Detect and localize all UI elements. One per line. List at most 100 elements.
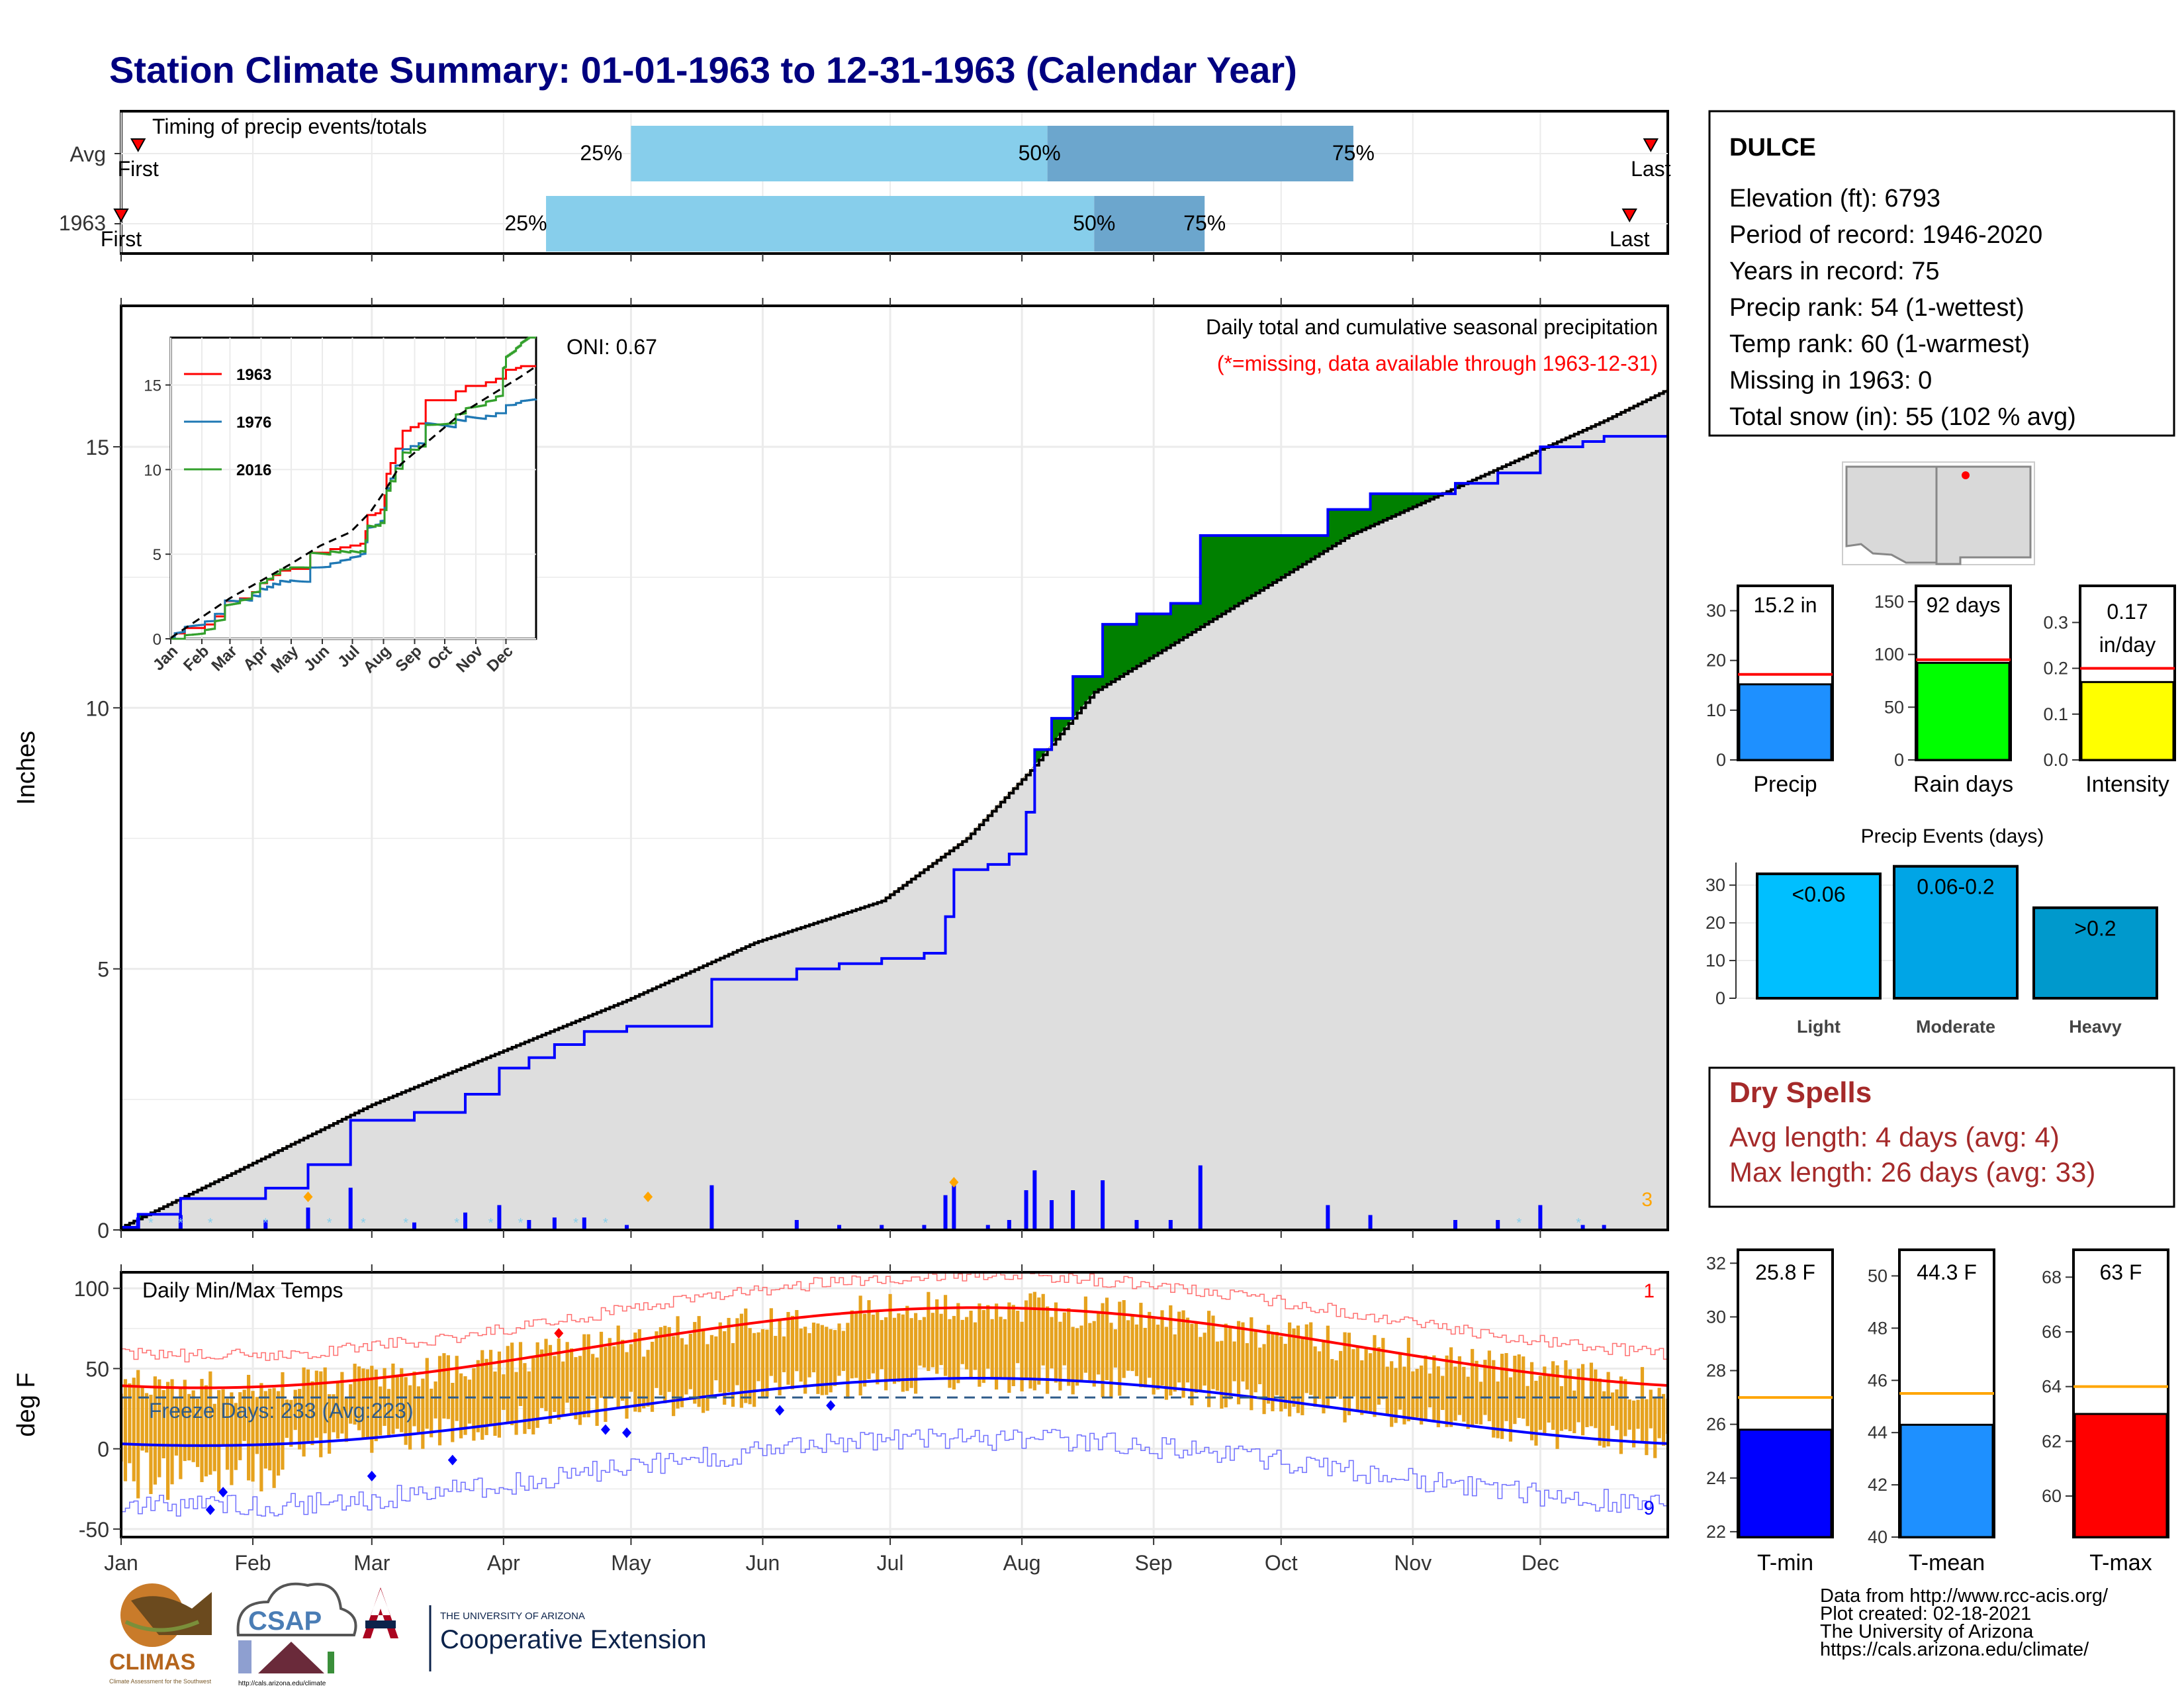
daily-temp-bar	[862, 1313, 867, 1387]
daily-temp-bar	[884, 1317, 888, 1391]
daily-temp-bar	[1538, 1376, 1542, 1430]
tsum-y-tick-label: 30	[1706, 1307, 1726, 1327]
above-avg-segment	[1174, 603, 1180, 643]
daily-temp-bar	[349, 1384, 353, 1424]
above-avg-segment	[1336, 509, 1342, 544]
events-y-tick-label: 10	[1706, 951, 1725, 970]
daily-temp-bar	[1113, 1329, 1117, 1368]
events-y-tick-label: 30	[1706, 875, 1725, 895]
station-location-marker	[1962, 471, 1970, 479]
month-label: Nov	[1394, 1551, 1432, 1575]
daily-temp-bar	[314, 1370, 318, 1438]
daily-temp-bar	[1228, 1326, 1232, 1399]
daily-temp-bar	[901, 1314, 905, 1392]
summary-y-tick-label: 50	[1884, 697, 1904, 717]
tsum-y-tick-label: 64	[2042, 1377, 2062, 1397]
csap-wordmark: CSAP	[248, 1607, 322, 1636]
daily-temp-bar	[488, 1350, 493, 1427]
daily-temp-bar	[1415, 1368, 1419, 1418]
above-avg-segment	[1208, 535, 1214, 623]
daily-temp-bar	[430, 1388, 433, 1438]
snow-marker: *	[1516, 1216, 1522, 1231]
last-event-label: Last	[1610, 227, 1650, 251]
ua-line-2: Cooperative Extension	[440, 1625, 706, 1654]
daily-temp-bar	[667, 1327, 671, 1392]
daily-temp-bar	[1037, 1297, 1041, 1385]
daily-temp-bar	[1432, 1355, 1436, 1422]
daily-temp-bar	[1139, 1303, 1143, 1387]
daily-temp-bar	[1067, 1308, 1071, 1386]
precip-panel: * * * * * * * * * * * * * * 0 5 10 15 Inches Daily total…	[13, 298, 1669, 1243]
daily-temp-bar	[183, 1380, 187, 1462]
daily-precip-bar	[348, 1188, 353, 1230]
first-event-label: First	[101, 227, 142, 251]
timing-q75-label: 75%	[1183, 211, 1226, 235]
temp-y-axis: -50 0 50 100	[74, 1277, 121, 1542]
summary-y-tick-label: 0	[1716, 750, 1726, 770]
daily-temp-bar	[476, 1360, 480, 1432]
daily-temp-bar	[451, 1383, 455, 1442]
daily-temp-bar	[1453, 1366, 1457, 1421]
daily-temp-bar	[565, 1342, 569, 1403]
daily-temp-bar	[943, 1295, 948, 1376]
freeze-days-text: Freeze Days: 233 (Avg:223)	[149, 1399, 414, 1423]
daily-temp-bar	[1126, 1320, 1130, 1371]
daily-temp-bar	[1134, 1324, 1139, 1376]
snow-marker: *	[361, 1216, 366, 1231]
timing-bar-25-50	[546, 196, 1095, 252]
daily-temp-bar	[1589, 1362, 1594, 1427]
daily-precip-bar	[1071, 1190, 1075, 1230]
daily-temp-bar	[650, 1341, 655, 1412]
daily-temp-bar	[276, 1391, 281, 1476]
temp-y-tick-label: -50	[79, 1518, 109, 1542]
daily-temp-bar	[1657, 1387, 1661, 1438]
daily-temp-bar	[1190, 1323, 1194, 1406]
daily-temp-bar	[1360, 1360, 1364, 1415]
daily-precip-bar	[1496, 1220, 1500, 1230]
daily-temp-bar	[1003, 1319, 1007, 1379]
daily-temp-bar	[1351, 1349, 1355, 1397]
daily-temp-bar	[161, 1389, 165, 1458]
summary-y-tick-label: 150	[1874, 592, 1904, 612]
daily-temp-bar	[765, 1329, 769, 1398]
above-avg-segment	[1267, 535, 1273, 586]
daily-temp-bar	[637, 1329, 641, 1413]
above-avg-segment	[1246, 535, 1252, 599]
summary-y-tick-label: 0	[1894, 750, 1904, 770]
daily-temp-bar	[1580, 1364, 1585, 1436]
dry-spells-title: Dry Spells	[1729, 1076, 1872, 1109]
last-event-marker	[1621, 209, 1637, 223]
timing-bars: 25% 50% 75% First Last 25% 50% 75% First Last	[101, 126, 1671, 252]
daily-temp-bar	[230, 1392, 234, 1485]
temp-count-max: 1	[1643, 1280, 1655, 1302]
daily-temp-bar	[518, 1342, 523, 1407]
daily-temp-bar	[1262, 1344, 1266, 1415]
daily-temp-bar	[1661, 1393, 1666, 1446]
daily-precip-bar	[178, 1215, 183, 1230]
daily-precip-bar	[985, 1225, 990, 1230]
daily-precip-bar	[582, 1217, 586, 1230]
above-avg-segment	[1153, 613, 1159, 657]
snow-marker: *	[603, 1216, 608, 1231]
daily-temp-bar	[782, 1336, 786, 1372]
daily-temp-bar	[701, 1329, 705, 1413]
daily-temp-bar	[1164, 1327, 1169, 1400]
dry-spells-frame	[1708, 1066, 2175, 1208]
csap-cactus-icon	[328, 1652, 334, 1673]
daily-temp-bar	[136, 1370, 140, 1499]
daily-temp-bar	[480, 1350, 484, 1440]
daily-temp-bar	[1046, 1306, 1050, 1394]
inset-y-tick-label: 0	[153, 631, 161, 649]
record-min-line	[121, 1429, 1668, 1517]
summary-y-tick-label: 0.2	[2043, 659, 2068, 679]
daily-temp-bar	[829, 1329, 833, 1393]
daily-temp-bar	[646, 1350, 650, 1407]
daily-temp-bar	[1377, 1347, 1381, 1405]
inset-series-line	[171, 336, 536, 640]
daily-temp-bar	[467, 1380, 472, 1424]
daily-temp-bar	[999, 1317, 1003, 1378]
precip-y-label: Inches	[13, 731, 40, 805]
daily-precip-bar	[1368, 1215, 1373, 1230]
daily-temp-bar	[1640, 1367, 1645, 1442]
daily-temp-bar	[446, 1355, 450, 1419]
